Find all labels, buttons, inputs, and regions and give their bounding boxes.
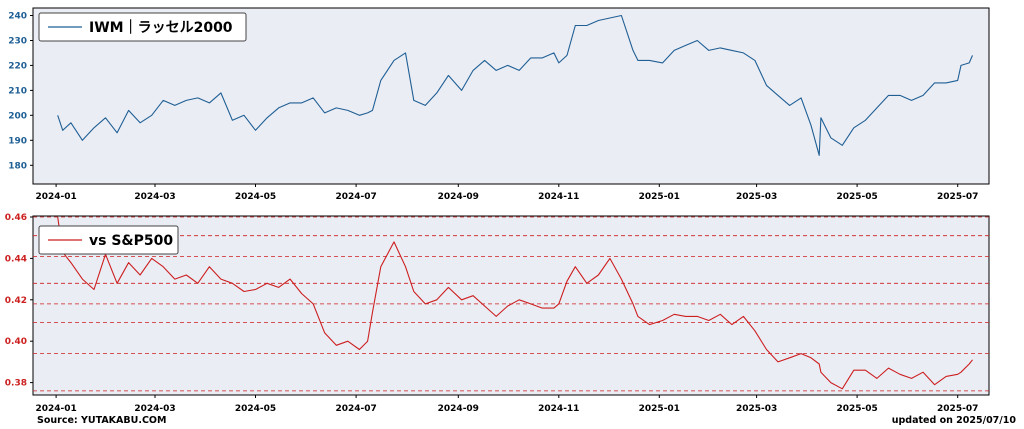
iwm-price-line [57,14,974,156]
iwm-x-tick-label: 2024-05 [235,192,276,202]
ratio-x-tick-label: 2025-01 [639,404,680,414]
ratio-x-tick-label: 2025-05 [836,404,877,414]
iwm-x-tick-label: 2025-07 [937,192,978,202]
updated-label: updated on 2025/07/10 [891,415,1016,426]
iwm-x-tick-label: 2024-07 [335,192,376,202]
iwm-x-tick-label: 2024-01 [35,192,76,202]
iwm-legend: IWM｜ラッセル2000 [38,12,247,42]
iwm-x-tick-label: 2024-03 [134,192,175,202]
ratio-x-tick-label: 2024-11 [538,404,579,414]
ratio-y-tick-label: 0.38 [5,379,27,389]
iwm-x-axis: 2024-01 2024-03 2024-05 2024-07 2024-09 2024-… [35,184,978,202]
iwm-x-tick-label: 2025-01 [639,192,680,202]
ratio-plot-area [32,215,990,396]
iwm-x-tick-label: 2025-03 [736,192,777,202]
iwm-y-tick-label: 180 [8,161,27,171]
ratio-line [57,216,973,390]
iwm-y-tick-label: 220 [8,61,27,71]
iwm-x-tick-label: 2024-11 [538,192,579,202]
iwm-y-tick-label: 240 [8,12,27,22]
ratio-legend-box [38,225,179,255]
ratio-y-tick-label: 0.40 [5,337,27,347]
ratio-legend: vs S&P500 [38,225,179,255]
iwm-y-tick-label: 190 [8,136,27,146]
ratio-x-tick-label: 2024-01 [35,404,76,414]
iwm-y-axis: 180 190 200 210 220 230 240 [8,12,33,171]
source-label: Source: YUTAKABU.COM [37,415,167,426]
ratio-x-tick-label: 2024-03 [134,404,175,414]
iwm-y-tick-label: 200 [8,111,27,121]
iwm-legend-label: IWM｜ラッセル2000 [89,19,233,36]
ratio-x-tick-label: 2025-07 [937,404,978,414]
ratio-x-tick-label: 2024-07 [335,404,376,414]
iwm-x-tick-label: 2025-05 [836,192,877,202]
iwm-legend-box [38,12,247,42]
ratio-x-tick-label: 2025-03 [736,404,777,414]
ratio-vs-sp500-panel: 0.380.400.420.440.46 2024-01 2024-03 2024-… [5,213,990,414]
ratio-x-tick-label: 2024-05 [235,404,276,414]
ratio-y-tick-label: 0.44 [5,254,27,264]
ratio-x-axis: 2024-01 2024-03 2024-05 2024-07 2024-09 2024-… [35,395,978,414]
ratio-y-axis: 0.38 0.40 0.42 0.44 0.46 [5,213,33,389]
ratio-x-tick-label: 2024-09 [438,404,479,414]
iwm-y-tick-label: 210 [8,86,27,96]
iwm-y-tick-label: 230 [8,37,27,47]
ratio-y-tick-label: 0.46 [5,213,27,223]
iwm-x-tick-label: 2024-09 [438,192,479,202]
ratio-y-tick-label: 0.42 [5,296,27,306]
ratio-legend-label: vs S&P500 [89,233,173,249]
